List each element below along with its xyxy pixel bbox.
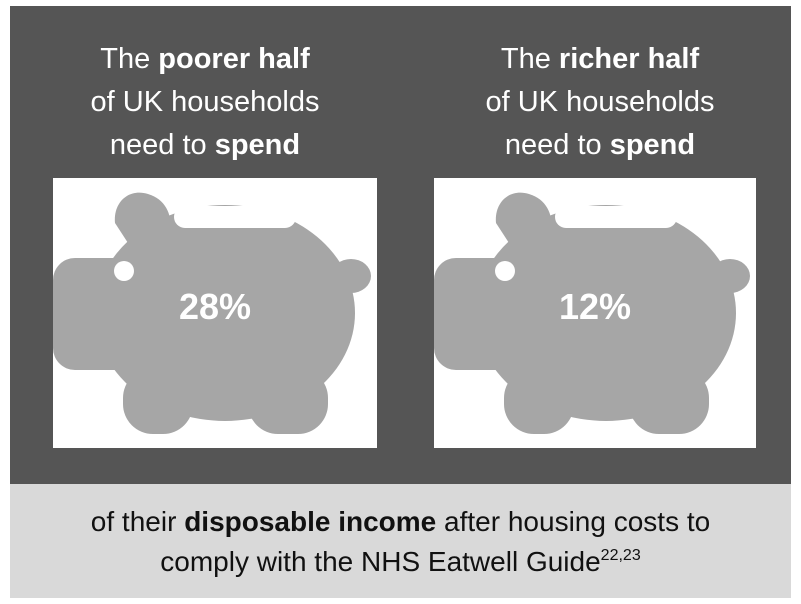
richer-heading-line-2: of UK households — [485, 86, 715, 118]
poorer-line3-prefix: need to — [109, 129, 215, 161]
poorer-line1-prefix: The — [100, 43, 159, 75]
piggy-bank-icon — [53, 192, 371, 434]
bottom-panel: of their disposable income after housing… — [10, 484, 791, 598]
footer-line-1: of their disposable income after housing… — [10, 502, 791, 542]
poorer-line3-bold: spend — [214, 129, 301, 161]
richer-line3-bold: spend — [609, 129, 696, 161]
footer-prefix: of their — [90, 506, 185, 537]
poorer-heading-line-1: The poorer half — [40, 38, 370, 81]
poorer-heading-line-3: need to spend — [40, 124, 370, 167]
richer-line1-prefix: The — [500, 43, 559, 75]
richer-half-heading: The richer half of UK households need to… — [435, 38, 765, 167]
top-panel: The poorer half of UK households need to… — [10, 6, 791, 484]
footer-citation: 22,23 — [600, 547, 641, 564]
footer-line2-text: comply with the NHS Eatwell Guide — [160, 546, 601, 577]
richer-heading-line-1: The richer half — [435, 38, 765, 81]
footer-caption: of their disposable income after housing… — [10, 502, 791, 582]
richer-line3-prefix: need to — [504, 129, 610, 161]
poorer-heading-line-2: of UK households — [90, 86, 320, 118]
piggy-bank-icon — [434, 192, 750, 434]
footer-suffix: after housing costs to — [436, 506, 711, 537]
poorer-line1-bold: poorer half — [158, 43, 310, 75]
richer-piggy-card: 12% — [434, 178, 756, 448]
poorer-percentage: 28% — [178, 286, 252, 327]
footer-line-2: comply with the NHS Eatwell Guide22,23 — [10, 542, 791, 582]
poorer-half-heading: The poorer half of UK households need to… — [40, 38, 370, 167]
richer-heading-line-3: need to spend — [435, 124, 765, 167]
footer-bold: disposable income — [184, 506, 437, 537]
richer-percentage: 12% — [558, 286, 632, 327]
richer-line1-bold: richer half — [558, 43, 700, 75]
poorer-piggy-card: 28% — [53, 178, 377, 448]
